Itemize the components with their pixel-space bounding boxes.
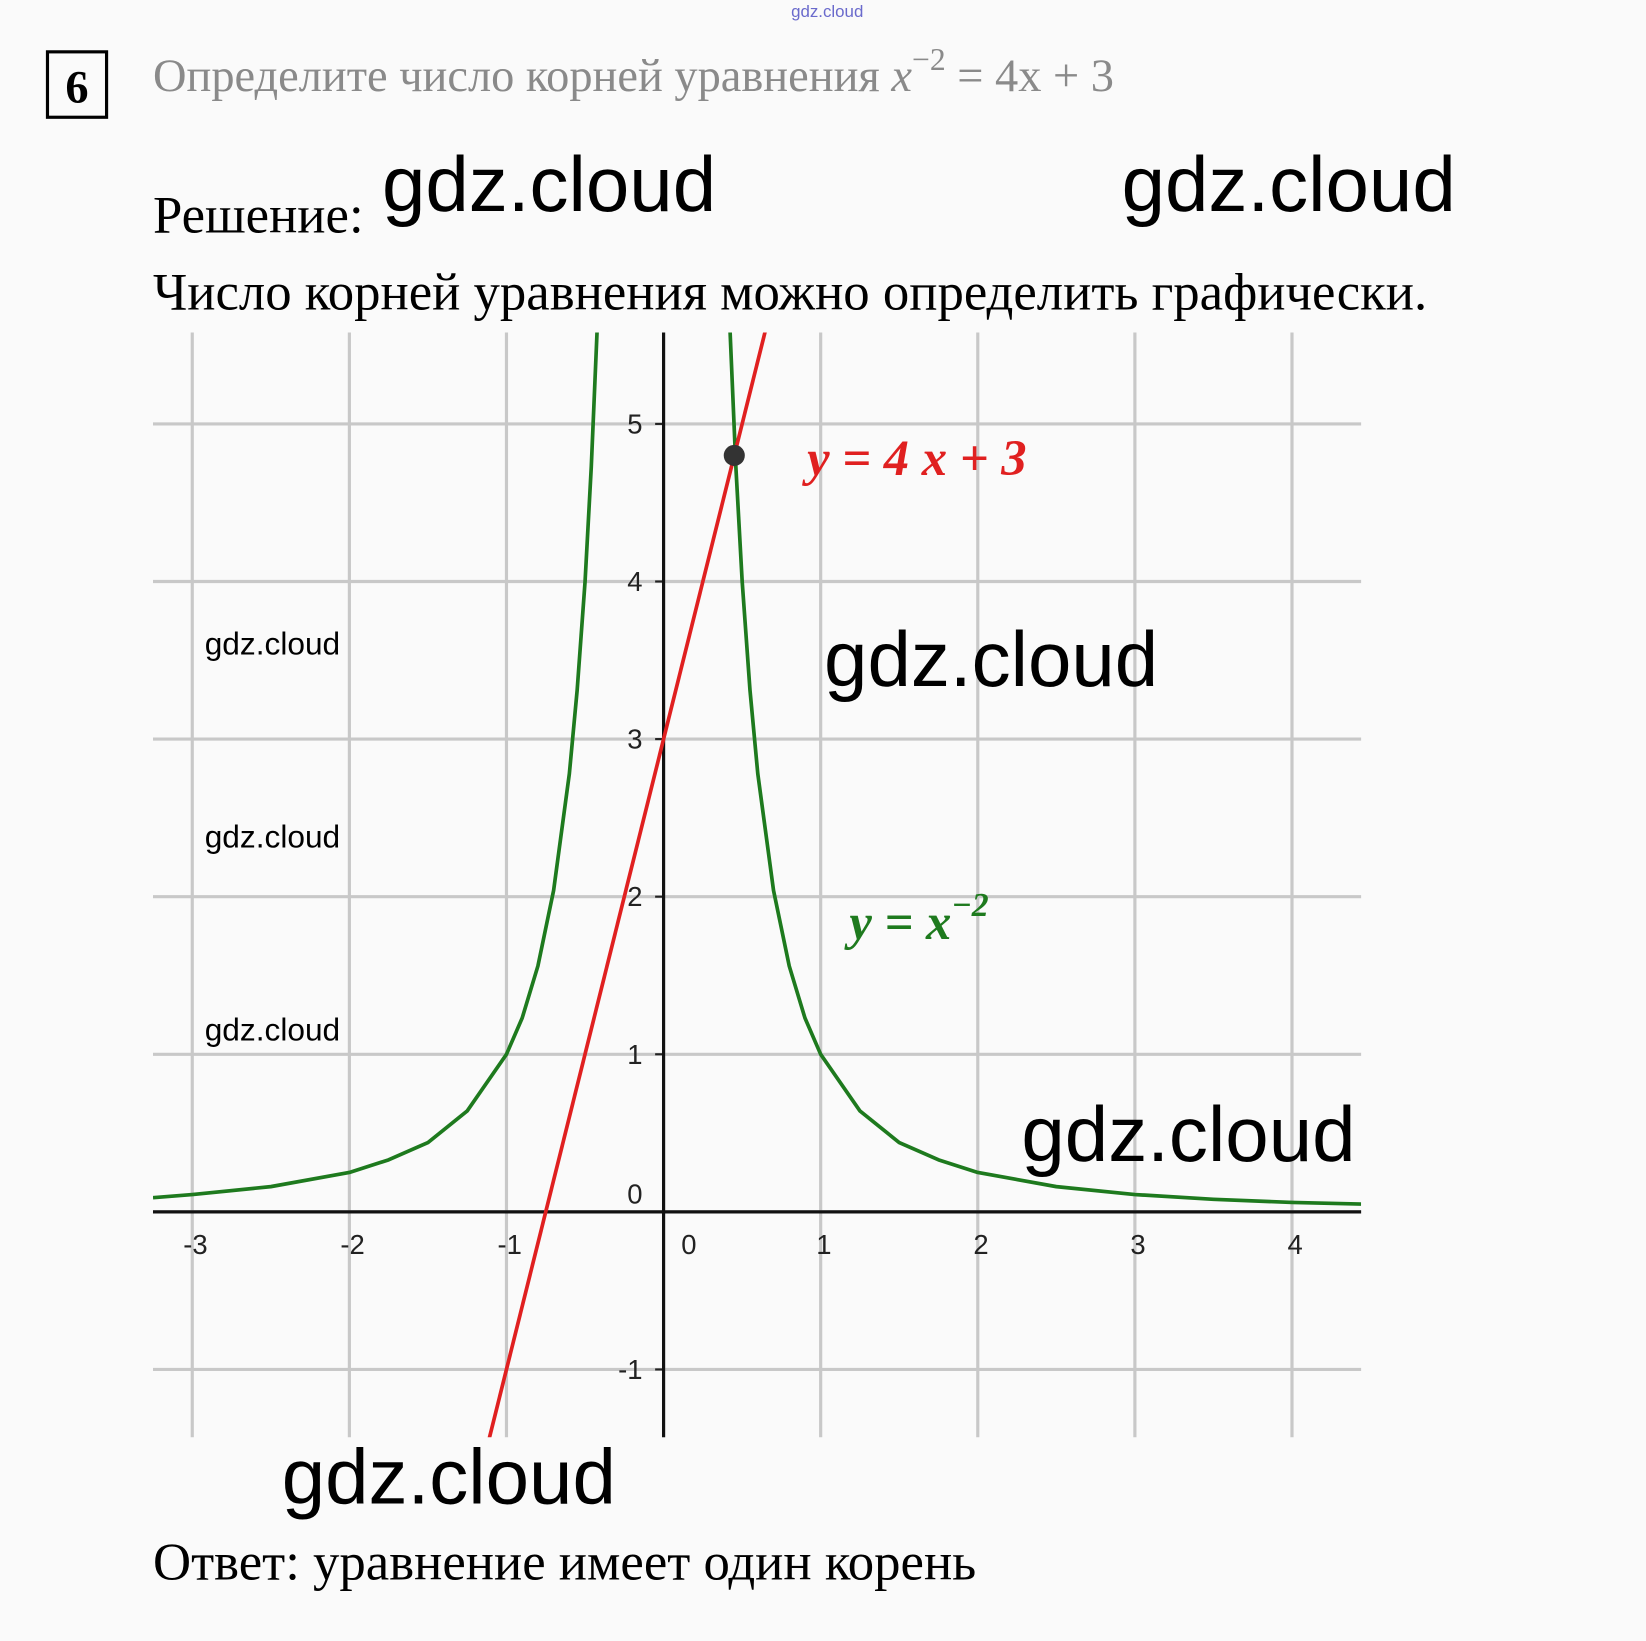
- problem-text-main: Определите число корней уравнения: [153, 51, 891, 102]
- watermark: gdz.cloud: [382, 140, 716, 228]
- math-exponent: −2: [912, 42, 946, 77]
- solution-text: Число корней уравнения можно определить …: [153, 263, 1427, 321]
- y-tick-label: 4: [627, 566, 642, 597]
- x-tick-label: -3: [183, 1229, 207, 1260]
- y-tick-label: 3: [627, 724, 642, 755]
- site-header: gdz.cloud: [791, 2, 863, 21]
- intersection-point: [723, 444, 745, 466]
- y-tick-label: -1: [618, 1354, 642, 1385]
- curve-label-name: y = 4 x + 3: [801, 430, 1026, 486]
- curve-label: y = x−2: [843, 887, 988, 950]
- problem-text: Определите число корней уравнения x−2 = …: [153, 42, 1114, 102]
- chart: -3 -2 -1 0 1 2 3 4 -1 0 1 2 3 4 5: [152, 332, 1362, 1438]
- watermark: gdz.cloud: [282, 1433, 616, 1521]
- watermark: gdz.cloud: [824, 615, 1158, 703]
- x-tick-label: 0: [681, 1229, 696, 1260]
- y-tick-label: 0: [627, 1178, 642, 1209]
- number-box: [45, 50, 109, 119]
- overlay: y = x−2 y = 4 x + 3 gdz.cloud gdz.cloud gdz.…: [205, 140, 1456, 1521]
- curve-label-name: y = x: [843, 894, 951, 950]
- solution-label: Решение:: [153, 186, 364, 244]
- x-tick-label: 2: [973, 1229, 988, 1260]
- curve: [487, 332, 767, 1438]
- curve-label: y = 4 x + 3: [801, 430, 1026, 486]
- problem-number: 6: [65, 62, 88, 113]
- watermark: gdz.cloud: [205, 625, 340, 661]
- watermark: gdz.cloud: [205, 818, 340, 854]
- curve: [152, 332, 1362, 1206]
- x-tick-label: 1: [816, 1229, 831, 1260]
- watermark: gdz.cloud: [205, 1011, 340, 1047]
- y-tick-label: 5: [627, 408, 642, 439]
- y-tick-label: 1: [627, 1039, 642, 1070]
- curve-label-exponent: −2: [951, 887, 988, 924]
- y-tick-label: 2: [627, 881, 642, 912]
- math-rest: = 4x + 3: [946, 51, 1114, 102]
- x-tick-label: -1: [497, 1229, 521, 1260]
- x-tick-label: 4: [1288, 1229, 1303, 1260]
- math-base: x: [890, 51, 912, 102]
- x-tick-label: -2: [340, 1229, 364, 1260]
- watermark: gdz.cloud: [1122, 140, 1456, 228]
- watermark: gdz.cloud: [1021, 1090, 1355, 1178]
- x-tick-label: 3: [1130, 1229, 1145, 1260]
- answer-text: Ответ: уравнение имеет один корень: [153, 1534, 976, 1592]
- plot-area: [152, 332, 1362, 1438]
